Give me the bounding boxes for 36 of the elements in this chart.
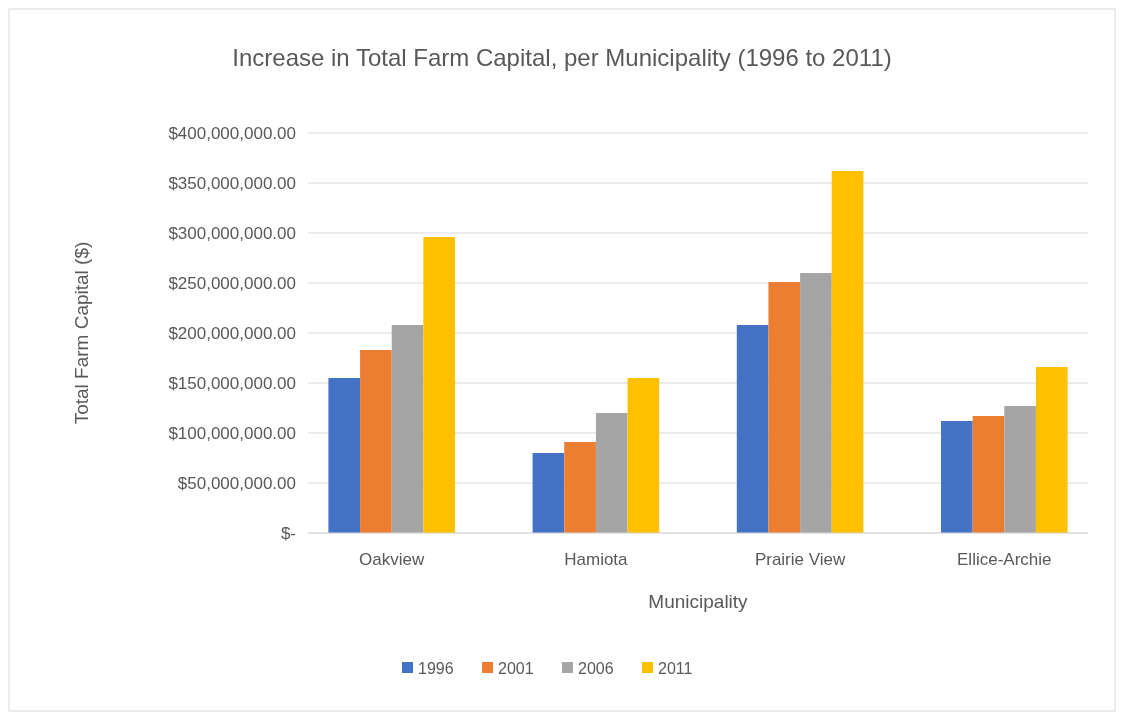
y-tick-label: $50,000,000.00 [177,473,296,493]
legend-label: 2011 [658,659,693,677]
x-tick-label: Prairie View [754,550,847,569]
bar [423,237,456,533]
y-tick-label: $150,000,000.00 [168,373,296,393]
y-tick-label: $200,000,000.00 [168,323,296,343]
bar [1035,367,1068,533]
bar [736,325,769,533]
bar [595,413,628,533]
y-tick-label: $350,000,000.00 [168,173,296,193]
bar [360,350,392,533]
bar [768,282,801,533]
x-tick-label: Hamiota [564,550,629,569]
y-tick-label: $- [280,523,296,543]
x-tick-label: Ellice-Archie [957,550,1052,569]
y-tick-label: $100,000,000.00 [168,423,296,443]
y-tick-label: $300,000,000.00 [168,223,296,243]
bar [328,378,361,533]
bar [972,416,1005,533]
y-axis-title: Total Farm Capital ($) [71,241,92,425]
chart-title: Increase in Total Farm Capital, per Municipality (1996 to 2011) [232,44,892,71]
bar [800,273,832,533]
y-tick-label: $400,000,000.00 [168,123,296,143]
y-tick-label: $250,000,000.00 [168,273,296,293]
legend-label: 1996 [418,659,454,677]
bar [940,421,973,533]
bar [627,378,660,533]
bar [532,453,565,533]
legend-label: 2001 [498,659,534,677]
legend-label: 2006 [578,659,614,677]
bar [831,171,864,533]
bar [1004,406,1036,533]
bar [564,442,596,533]
x-tick-label: Oakview [359,550,426,569]
bar [391,325,424,533]
x-axis-title: Municipality [648,591,749,612]
